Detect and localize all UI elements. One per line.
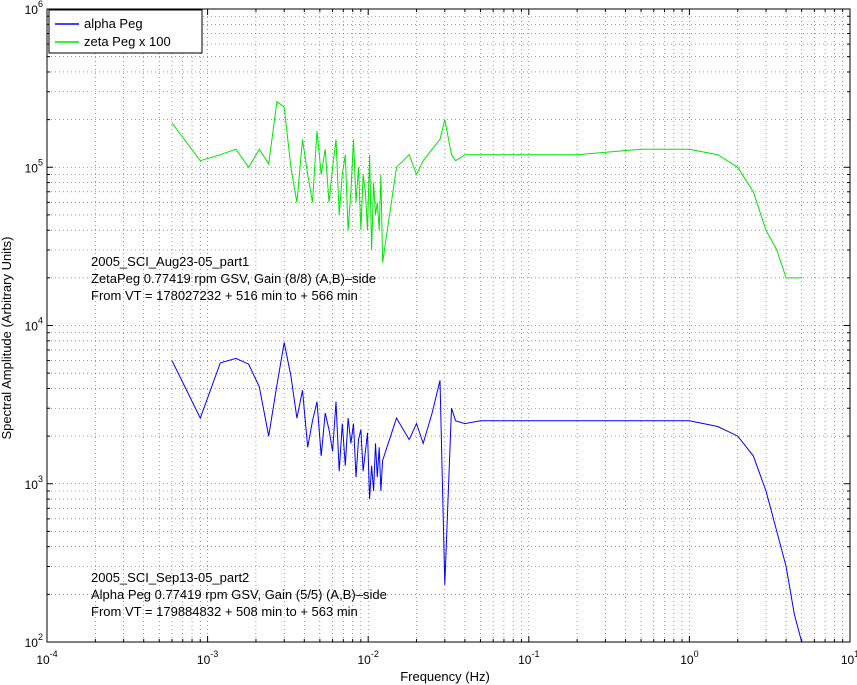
- y-axis-label: Spectral Amplitude (Arbitrary Units): [0, 236, 14, 439]
- y-tick-label: 102: [25, 632, 43, 650]
- annotation-line: ZetaPeg 0.77419 rpm GSV, Gain (8/8) (A,B…: [91, 271, 376, 286]
- legend-label-alpha-peg: alpha Peg: [84, 16, 143, 31]
- x-tick-label: 101: [841, 649, 857, 667]
- x-tick-label: 10-4: [36, 649, 57, 667]
- x-tick-labels: 10-4 10-3 10-2 10-1 100 101: [36, 649, 857, 667]
- series-line-zeta-peg: [171, 100, 802, 279]
- annotation-alpha-peg: 2005_SCI_Sep13-05_part2 Alpha Peg 0.7741…: [91, 570, 387, 619]
- annotation-line: 2005_SCI_Aug23-05_part1: [91, 254, 249, 269]
- series-layer: [171, 100, 803, 643]
- annotation-line: From VT = 178027232 + 516 min to + 566 m…: [91, 288, 358, 303]
- annotation-line: 2005_SCI_Sep13-05_part2: [91, 570, 249, 585]
- y-tick-label: 106: [25, 0, 43, 17]
- legend: alpha Peg zeta Peg x 100: [48, 9, 203, 54]
- x-tick-label: 10-1: [518, 649, 539, 667]
- annotation-zeta-peg: 2005_SCI_Aug23-05_part1 ZetaPeg 0.77419 …: [91, 254, 376, 303]
- y-tick-label: 104: [25, 316, 43, 334]
- legend-box: [48, 9, 203, 54]
- annotation-line: From VT = 179884832 + 508 min to + 563 m…: [91, 604, 358, 619]
- grid: [47, 9, 850, 642]
- legend-label-zeta-peg: zeta Peg x 100: [84, 34, 171, 49]
- x-tick-label: 10-3: [197, 649, 218, 667]
- series-line-alpha-peg: [171, 342, 803, 643]
- x-tick-label: 100: [680, 649, 698, 667]
- y-tick-label: 105: [25, 157, 43, 175]
- x-tick-label: 10-2: [358, 649, 379, 667]
- y-tick-labels: 102 103 104 105 106: [25, 0, 43, 650]
- annotation-line: Alpha Peg 0.77419 rpm GSV, Gain (5/5) (A…: [91, 587, 387, 602]
- y-tick-label: 103: [25, 474, 43, 492]
- x-axis-label: Frequency (Hz): [400, 669, 490, 684]
